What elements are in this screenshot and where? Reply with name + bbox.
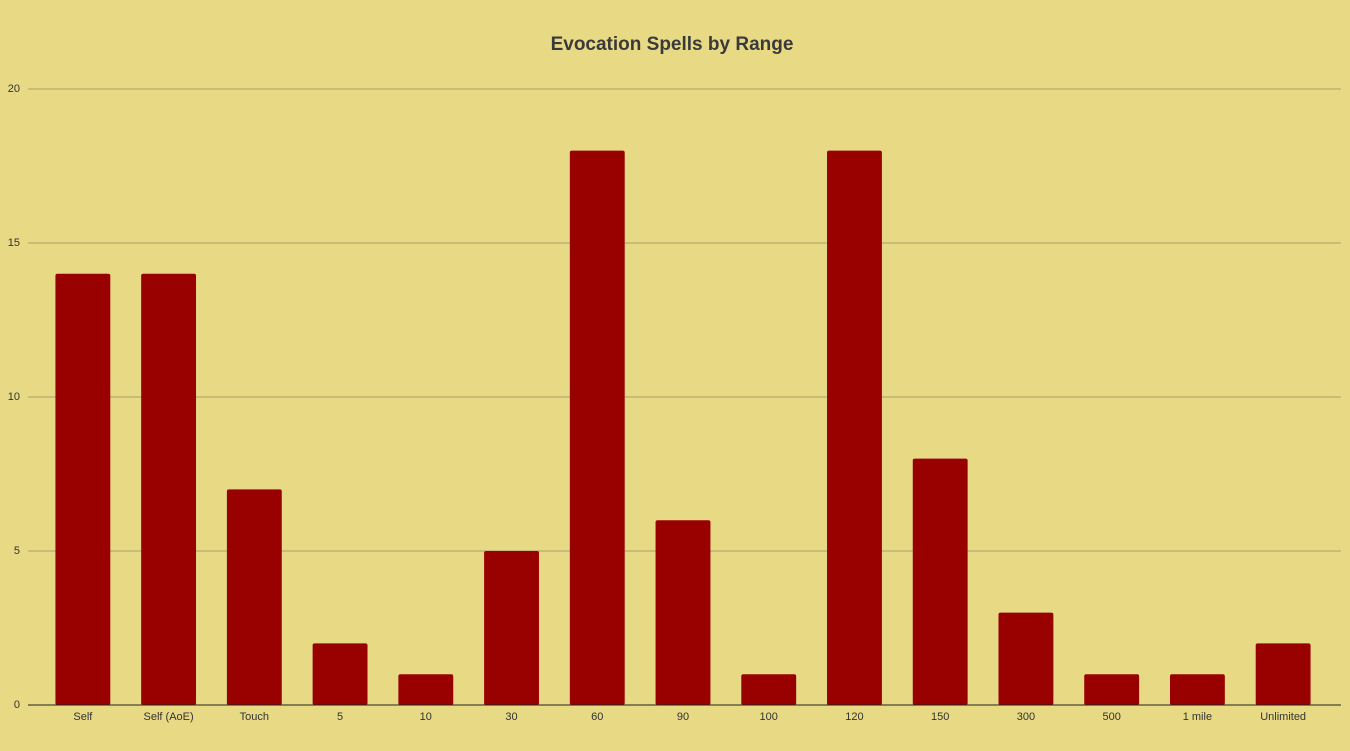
y-tick-label: 15 — [8, 237, 20, 249]
bar — [484, 551, 539, 705]
x-tick-label: 60 — [591, 711, 603, 723]
bar — [1084, 674, 1140, 705]
x-tick-label: 150 — [931, 711, 949, 723]
bar — [398, 674, 454, 705]
bar — [226, 489, 282, 705]
bar — [655, 520, 711, 705]
x-tick-label: 10 — [420, 711, 432, 723]
x-tick-label: 100 — [760, 711, 778, 723]
y-tick-label: 10 — [8, 391, 20, 403]
bar — [912, 458, 968, 705]
x-tick-label: 30 — [505, 711, 517, 723]
bar — [741, 674, 797, 705]
x-tick-label: Self — [73, 711, 93, 723]
bar — [827, 150, 882, 706]
x-tick-label: Self (AoE) — [144, 711, 194, 723]
chart-title: Evocation Spells by Range — [551, 34, 794, 55]
bar — [141, 273, 197, 705]
x-tick-label: 90 — [677, 711, 689, 723]
y-tick-label: 20 — [8, 83, 20, 95]
bar — [55, 273, 111, 705]
x-tick-label: 120 — [845, 711, 863, 723]
bar — [312, 643, 368, 705]
x-tick-label: Unlimited — [1260, 711, 1306, 723]
bar — [569, 150, 625, 706]
y-tick-label: 0 — [14, 699, 20, 711]
x-tick-label: 1 mile — [1183, 711, 1212, 723]
bar — [1255, 643, 1311, 705]
bar — [998, 612, 1054, 705]
x-tick-label: Touch — [240, 711, 269, 723]
x-tick-label: 300 — [1017, 711, 1035, 723]
x-tick-label: 5 — [337, 711, 343, 723]
y-tick-label: 5 — [14, 545, 20, 557]
x-tick-label: 500 — [1102, 711, 1120, 723]
bar — [1169, 674, 1225, 705]
